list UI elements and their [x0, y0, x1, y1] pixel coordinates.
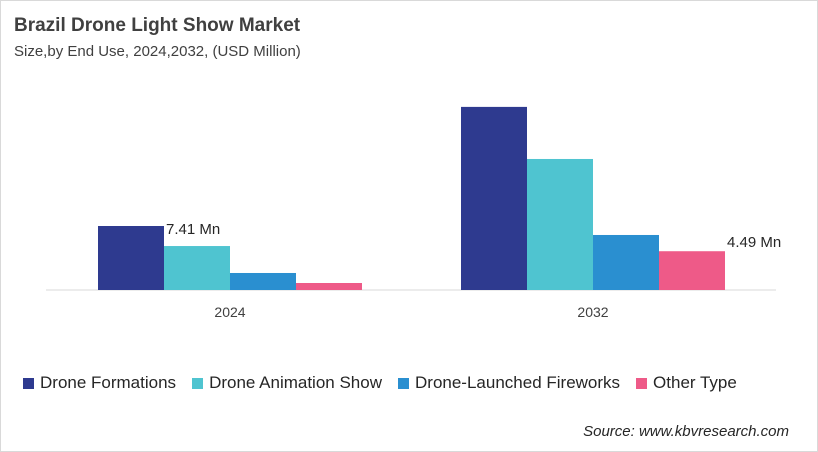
legend-label: Drone Formations	[40, 373, 177, 392]
legend-item: Drone Animation Show	[192, 373, 382, 393]
legend-label: Drone-Launched Fireworks	[415, 373, 621, 392]
data-label: 4.49 Mn	[727, 234, 781, 251]
x-tick-label: 2024	[214, 304, 245, 320]
bar-other-type-2024	[296, 283, 362, 290]
data-label: 7.41 Mn	[166, 221, 220, 238]
bar-drone-formations-2032	[461, 106, 527, 290]
bar-drone-formations-2024	[98, 226, 164, 290]
legend-item: Drone Formations	[23, 373, 176, 393]
legend-label: Other Type	[653, 373, 737, 392]
legend: Drone Formations Drone Animation Show Dron…	[23, 373, 737, 393]
legend-item: Other Type	[636, 373, 737, 393]
source-note: Source: www.kbvresearch.com	[583, 423, 789, 440]
legend-label: Drone Animation Show	[209, 373, 382, 392]
legend-swatch	[192, 377, 204, 389]
legend-swatch	[23, 377, 34, 389]
bar-drone-launched-fireworks-2024	[230, 272, 296, 290]
chart-subtitle: Size,by End Use, 2024,2032, (USD Million…	[14, 43, 301, 60]
bar-drone-animation-show-2032	[527, 158, 593, 290]
bar-other-type-2032	[659, 251, 725, 290]
legend-swatch	[636, 377, 648, 389]
chart-title: Brazil Drone Light Show Market	[14, 15, 301, 36]
legend-item: Drone-Launched Fireworks	[398, 373, 620, 393]
legend-swatch	[398, 377, 409, 389]
bar-drone-animation-show-2024	[164, 246, 230, 290]
bar-drone-launched-fireworks-2032	[593, 234, 659, 290]
x-tick-label: 2032	[577, 304, 608, 320]
